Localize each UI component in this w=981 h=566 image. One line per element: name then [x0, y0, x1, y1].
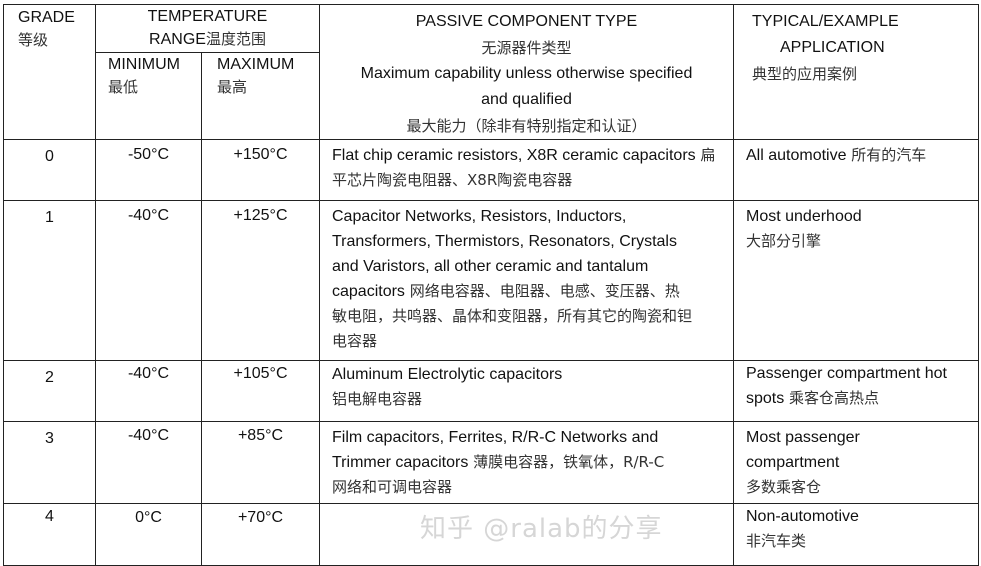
header-temp-label: TEMPERATURE [147, 8, 268, 25]
component-type-cell: Capacitor Networks, Resistors, Inductors… [319, 200, 734, 361]
header-min-label: MINIMUM [108, 56, 180, 74]
table-row: 3 -40°C +85°C Film capacitors, Ferrites,… [3, 421, 979, 504]
component-type-cell: Aluminum Electrolytic capacitors 铝电解电容器 [319, 360, 734, 422]
header-grade-zh: 等级 [18, 31, 49, 49]
app-zh: 乘客仓高热点 [784, 389, 880, 407]
max-temp-cell: +85°C [201, 421, 320, 504]
type-zh: 薄膜电容器，铁氧体，R/R-C网络和可调电容器 [332, 453, 665, 496]
grade-cell: 4 [3, 503, 96, 566]
type-zh: 网络电容器、电阻器、电感、变压器、热敏电阻，共鸣器、晶体和变阻器，所有其它的陶瓷… [332, 282, 693, 350]
application-cell: All automotive 所有的汽车 [733, 139, 979, 201]
header-max-zh: 最高 [217, 78, 248, 97]
header-grade-label: GRADE [18, 9, 75, 26]
type-zh: 铝电解电容器 [332, 390, 423, 408]
header-application: TYPICAL/EXAMPLE APPLICATION 典型的应用案例 [733, 4, 979, 140]
type-en: Flat chip ceramic resistors, X8R ceramic… [332, 147, 696, 164]
min-temp-cell: -40°C [95, 421, 202, 504]
type-zh: 扁平芯片陶瓷电阻器、X8R陶瓷电容器 [332, 146, 716, 189]
header-app-zh: 典型的应用案例 [752, 65, 858, 83]
max-temp-cell: +70°C [201, 503, 320, 566]
type-en: Aluminum Electrolytic capacitors [332, 366, 563, 383]
application-cell: Non-automotive 非汽车类 [733, 503, 979, 566]
header-type-note-zh: 最大能力（除非有特别指定和认证） [406, 117, 647, 135]
app-en: Non-automotive [746, 508, 859, 525]
header-max-label: MAXIMUM [217, 56, 295, 74]
grade-cell: 3 [3, 421, 96, 504]
app-zh: 所有的汽车 [846, 146, 927, 164]
header-type-zh: 无源器件类型 [481, 39, 572, 57]
header-temperature-range: TEMPERATURE RANGE温度范围 [95, 3, 320, 54]
header-temp-zh: 温度范围 [205, 30, 266, 48]
header-type-note: Maximum capability unless otherwise spec… [360, 65, 693, 82]
header-type-note2: and qualified [481, 91, 572, 108]
table-row: 1 -40°C +125°C Capacitor Networks, Resis… [3, 200, 979, 361]
application-cell: Most passenger compartment 多数乘客仓 [733, 421, 979, 504]
min-temp-cell: -40°C [95, 360, 202, 422]
header-grade: GRADE 等级 [3, 4, 96, 140]
min-temp-cell: 0°C [95, 503, 202, 566]
header-min-zh: 最低 [108, 78, 139, 97]
application-cell: Passenger compartment hot spots 乘客仓高热点 [733, 360, 979, 422]
app-en: Most passenger compartment [746, 429, 860, 471]
component-type-cell: Film capacitors, Ferrites, R/R-C Network… [319, 421, 734, 504]
max-temp-cell: +125°C [201, 200, 320, 361]
component-type-cell [319, 503, 734, 566]
header-app-label2: APPLICATION [780, 39, 885, 56]
component-type-cell: Flat chip ceramic resistors, X8R ceramic… [319, 139, 734, 201]
max-temp-cell: +105°C [201, 360, 320, 422]
aec-grade-table: GRADE 等级 TEMPERATURE RANGE温度范围 PASSIVE C… [3, 3, 979, 566]
min-temp-cell: -50°C [95, 139, 202, 201]
header-temp-label2: RANGE [149, 31, 206, 48]
app-en: Most underhood [746, 208, 862, 225]
app-en: All automotive [746, 147, 847, 164]
header-component-type: PASSIVE COMPONENT TYPE 无源器件类型 Maximum ca… [319, 4, 734, 140]
grade-cell: 0 [3, 139, 96, 201]
header-maximum: MAXIMUM 最高 [201, 52, 320, 140]
type-en: Capacitor Networks, Resistors, Inductors… [332, 208, 677, 300]
app-zh: 非汽车类 [746, 532, 807, 550]
app-zh: 多数乘客仓 [746, 478, 822, 496]
header-type-label: PASSIVE COMPONENT TYPE [415, 13, 638, 30]
grade-cell: 2 [3, 360, 96, 422]
table-row: 0 -50°C +150°C Flat chip ceramic resisto… [3, 139, 979, 201]
header-minimum: MINIMUM 最低 [95, 52, 202, 140]
type-en: Film capacitors, Ferrites, R/R-C Network… [332, 429, 659, 471]
min-temp-cell: -40°C [95, 200, 202, 361]
max-temp-cell: +150°C [201, 139, 320, 201]
grade-cell: 1 [3, 200, 96, 361]
app-en: Passenger compartment hot spots [746, 365, 947, 407]
table-row: 2 -40°C +105°C Aluminum Electrolytic cap… [3, 360, 979, 422]
application-cell: Most underhood 大部分引擎 [733, 200, 979, 361]
app-zh: 大部分引擎 [746, 232, 822, 250]
header-app-label: TYPICAL/EXAMPLE [752, 13, 899, 30]
table-row: 4 0°C +70°C Non-automotive 非汽车类 [3, 503, 979, 566]
